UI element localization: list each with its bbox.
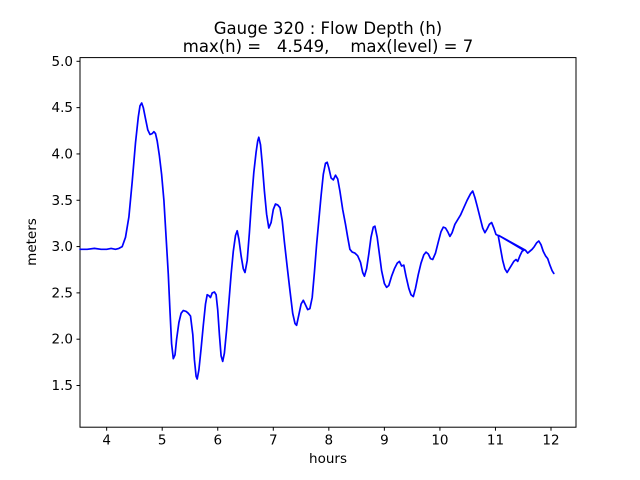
x-tick-label: 7 <box>269 433 278 449</box>
x-tick-label: 12 <box>542 433 559 449</box>
y-tick-label: 3.5 <box>52 193 73 209</box>
x-tick-label: 11 <box>487 433 504 449</box>
x-tick-label: 6 <box>213 433 222 449</box>
y-tick-label: 2.0 <box>52 332 73 348</box>
y-tick-label: 5.0 <box>52 54 73 70</box>
x-axis-label: hours <box>309 451 347 467</box>
x-tick-label: 8 <box>325 433 334 449</box>
plot-frame <box>79 57 577 428</box>
y-axis-label: meters <box>24 218 40 266</box>
chart-subtitle: max(h) = 4.549, max(level) = 7 <box>183 37 473 56</box>
chart-title: Gauge 320 : Flow Depth (h) <box>214 19 443 38</box>
y-axis-ticks: 1.5 2.0 2.5 3.0 3.5 4.0 4.5 5.0 <box>52 54 80 394</box>
y-tick-label: 4.0 <box>52 146 73 162</box>
x-tick-label: 5 <box>158 433 167 449</box>
x-tick-label: 4 <box>102 433 111 449</box>
x-axis-ticks: 4 5 6 7 8 9 10 11 12 <box>102 427 560 449</box>
y-tick-label: 1.5 <box>52 378 73 394</box>
x-tick-label: 9 <box>380 433 389 449</box>
data-line-flow-depth <box>79 102 555 380</box>
x-tick-label: 10 <box>431 433 448 449</box>
y-tick-label: 3.0 <box>52 239 73 255</box>
y-tick-label: 2.5 <box>52 285 73 301</box>
y-tick-label: 4.5 <box>52 100 73 116</box>
